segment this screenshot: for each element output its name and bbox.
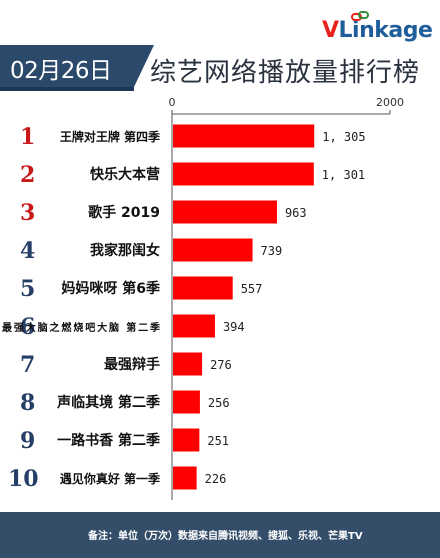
rank-number: 7 [20, 352, 35, 378]
date-tab: 02月26日 [0, 45, 154, 91]
category-label: 最强大脑之燃烧吧大脑 第二季 [2, 321, 161, 334]
rank-number: 8 [20, 390, 35, 416]
footer-note: 备注：单位（万次）数据来自腾讯视频、搜狐、乐视、芒果TV [88, 531, 363, 542]
value-label: 276 [210, 358, 232, 372]
rank-number: 5 [20, 276, 35, 302]
value-label: 1, 305 [322, 130, 365, 144]
logo-letter-v: V [322, 18, 339, 43]
rank-number: 3 [20, 200, 35, 226]
bar [173, 276, 233, 300]
footer-bar: 备注：单位（万次）数据来自腾讯视频、搜狐、乐视、芒果TV [0, 512, 440, 558]
logo-word-link: Link [338, 18, 389, 43]
category-label: 最强辩手 [104, 356, 160, 373]
rank-number: 4 [20, 238, 35, 264]
category-label: 快乐大本营 [90, 166, 160, 183]
x-tick-label: 2000 [376, 96, 404, 109]
bar [173, 200, 277, 224]
rank-number: 6 [20, 314, 35, 340]
rank-number: 1 [20, 124, 35, 150]
bar [173, 238, 253, 262]
value-label: 394 [223, 320, 245, 334]
category-label: 一路书香 第二季 [57, 432, 160, 449]
x-tick-label: 0 [169, 96, 176, 109]
bar [173, 428, 200, 452]
ranking-bar-chart: 0 2000 1, 305 1 王牌对王牌 第四季 1, 301 2 快乐大本营 963 3 歌手 … [2, 96, 404, 500]
value-label: 557 [241, 282, 263, 296]
value-label: 1, 301 [322, 168, 365, 182]
value-label: 963 [285, 206, 307, 220]
bar [173, 466, 197, 490]
bar [173, 124, 315, 148]
value-label: 251 [207, 434, 229, 448]
bar [173, 162, 314, 186]
page-title: 综艺网络播放量排行榜 [150, 58, 421, 88]
value-label: 739 [261, 244, 283, 258]
bar [173, 390, 200, 414]
date-label: 02月26日 [10, 58, 112, 84]
link-icon [351, 11, 369, 21]
rank-number: 9 [20, 428, 35, 454]
rank-number: 2 [20, 162, 35, 188]
category-label: 王牌对王牌 第四季 [60, 129, 161, 144]
rank-number: 10 [8, 466, 39, 492]
category-label: 歌手 2019 [88, 204, 160, 221]
category-label: 我家那闺女 [90, 242, 160, 259]
bar [173, 352, 203, 376]
logo-word-age: age [388, 18, 433, 43]
value-label: 226 [205, 472, 227, 486]
category-label: 妈妈咪呀 第6季 [61, 280, 160, 297]
bar [173, 314, 215, 338]
value-label: 256 [208, 396, 230, 410]
category-label: 声临其境 第二季 [56, 394, 160, 411]
category-label: 遇见你真好 第一季 [60, 471, 161, 486]
